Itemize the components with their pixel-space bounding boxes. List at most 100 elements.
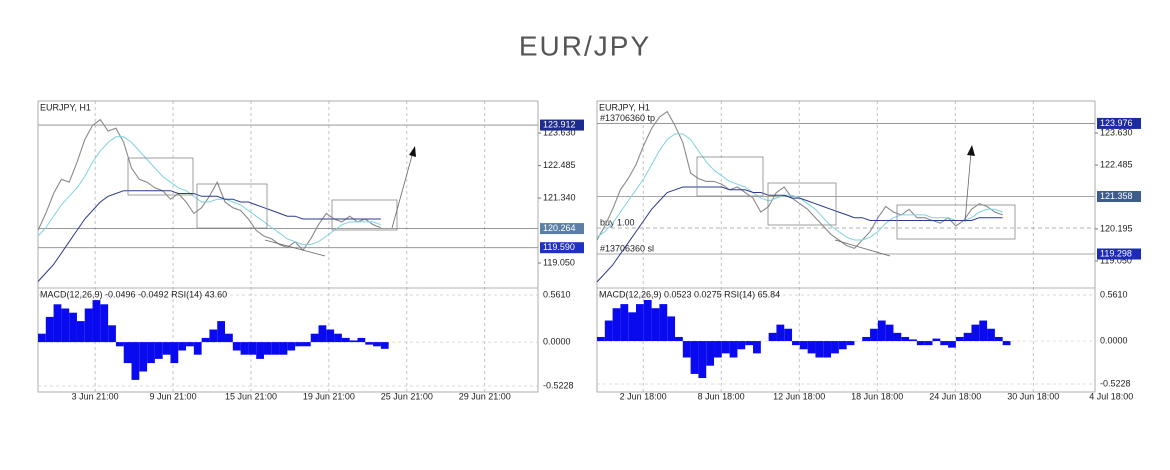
x-tick-label: 9 Jun 21:00: [150, 391, 197, 401]
chart-title: EURJPY, H1: [599, 102, 650, 112]
macd-bar: [620, 304, 629, 342]
macd-bar: [987, 328, 995, 342]
arrow-head: [967, 145, 975, 156]
macd-bar: [100, 304, 109, 343]
macd-bar: [940, 341, 949, 346]
x-tick-label: 29 Jun 21:00: [459, 391, 511, 401]
y-tick-label: 120.195: [1100, 223, 1133, 233]
macd-bar: [963, 332, 972, 342]
x-tick-label: 12 Jun 18:00: [773, 391, 825, 401]
y-tick-label: 122.485: [1100, 159, 1133, 169]
price-box: [1097, 248, 1141, 260]
macd-bar: [131, 342, 140, 380]
macd-bar: [154, 342, 163, 359]
macd-bar: [186, 342, 194, 347]
annotation-box: [196, 183, 268, 229]
annotation-box: [767, 182, 837, 226]
price-box-label: 123.976: [1100, 118, 1133, 128]
x-tick-label: 19 Jun 21:00: [303, 391, 355, 401]
macd-bar: [256, 342, 264, 359]
macd-bar: [349, 340, 358, 343]
y-tick-label: 122.485: [543, 160, 576, 170]
price-box: [540, 119, 584, 131]
macd-bar: [217, 321, 226, 343]
macd-bar: [310, 333, 319, 343]
macd-bar: [597, 336, 605, 342]
macd-bar: [737, 341, 746, 350]
macd-bar: [948, 341, 956, 348]
y-tick-label: 119.050: [543, 257, 575, 267]
macd-bar: [776, 324, 785, 342]
price-box-label: 120.264: [543, 223, 576, 233]
price-box-label: 123.912: [543, 119, 576, 129]
macd-bar: [341, 337, 350, 343]
macd-bar: [139, 342, 148, 372]
macd-bar: [651, 308, 660, 342]
price-box: [540, 242, 584, 254]
macd-bar: [838, 341, 847, 350]
macd-bar: [240, 342, 249, 355]
macd-bar: [373, 342, 381, 347]
macd-bar: [279, 342, 288, 355]
macd-bar: [162, 342, 171, 355]
macd-bar: [799, 341, 808, 350]
series-line: [596, 186, 1003, 283]
macd-bar: [193, 342, 202, 355]
price-box-label: 119.298: [1100, 248, 1132, 258]
macd-bar: [729, 341, 738, 358]
macd-bar: [792, 341, 800, 346]
macd-bar: [721, 341, 730, 354]
price-box: [1097, 191, 1141, 203]
macd-bar: [225, 333, 233, 343]
macd-bar: [271, 342, 280, 355]
indicator-title: MACD(12,26,9) -0.0496 -0.0492 RSI(14) 43…: [40, 289, 227, 299]
macd-bar: [45, 316, 54, 343]
macd-bar: [302, 342, 311, 347]
y-tick-label: 123.630: [1100, 127, 1133, 137]
macd-bar: [815, 341, 824, 358]
macd-bar: [768, 332, 777, 342]
macd-bar: [667, 316, 676, 342]
macd-bar: [690, 341, 699, 374]
macd-bar: [885, 324, 894, 342]
macd-bar: [108, 325, 116, 343]
macd-bar: [612, 308, 621, 342]
macd-bar: [84, 308, 93, 343]
y-tick-label: 119.050: [1100, 255, 1132, 265]
macd-bar: [295, 342, 303, 347]
x-tick-label: 2 Jun 18:00: [620, 391, 667, 401]
macd-bar: [201, 337, 210, 343]
series-line: [37, 136, 382, 246]
macd-bar: [831, 341, 839, 354]
macd-bar: [232, 342, 241, 351]
x-tick-label: 24 Jun 18:00: [929, 391, 981, 401]
macd-bar: [334, 333, 342, 343]
series-line: [37, 190, 381, 282]
page-title: EUR/JPY: [519, 30, 651, 61]
trend-line: [264, 239, 326, 257]
macd-bar: [69, 312, 77, 343]
macd-bar: [893, 332, 902, 342]
macd-bar: [61, 308, 70, 343]
macd-bar: [994, 336, 1003, 342]
macd-bar: [955, 336, 964, 342]
macd-bar: [932, 338, 941, 342]
macd-bar: [807, 341, 816, 354]
y-tick-label: 0.5610: [1100, 289, 1128, 299]
macd-bar: [823, 341, 832, 358]
series-line: [596, 110, 1003, 250]
macd-bar: [628, 312, 637, 342]
trend-line: [834, 239, 891, 257]
chart-panel: 2 Jun 18:00 8 Jun 18:00 12 Jun 18:00 18 Jun…: [596, 100, 1141, 401]
macd-bar: [147, 342, 155, 364]
macd-bar: [745, 341, 754, 346]
price-box: [540, 223, 584, 235]
annotation-box: [331, 199, 398, 231]
macd-bar: [357, 337, 366, 343]
arrow-head: [409, 146, 416, 157]
macd-bar: [706, 341, 715, 366]
macd-bar: [877, 320, 886, 342]
y-tick-label: -0.5228: [1100, 378, 1131, 388]
macd-bar: [901, 336, 910, 342]
macd-bar: [862, 336, 871, 342]
